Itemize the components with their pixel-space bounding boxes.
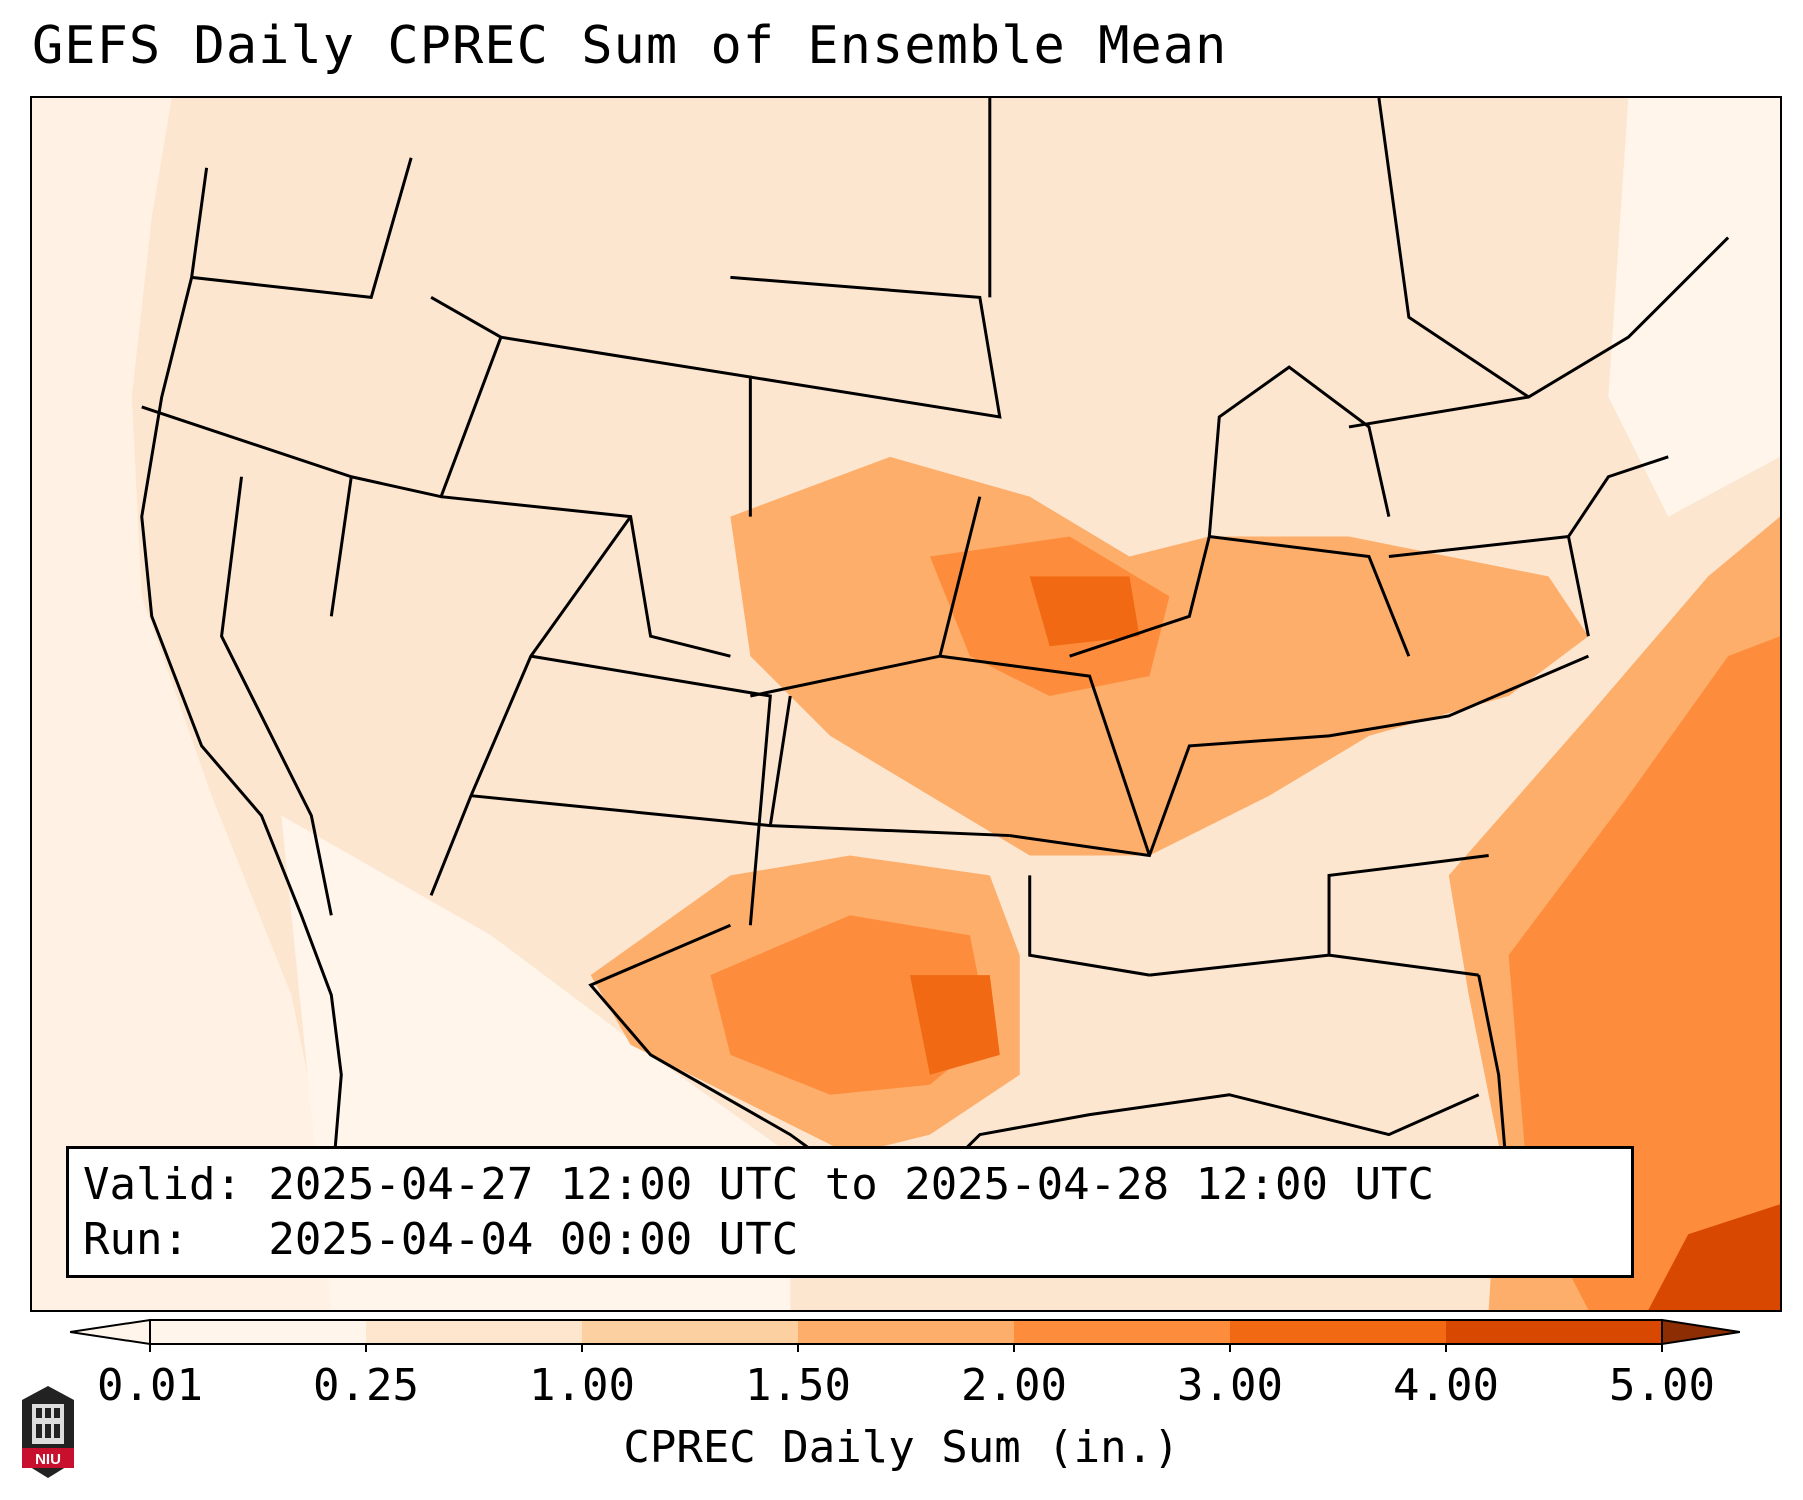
map-borders — [140, 98, 1730, 1216]
colorbar-bin-6 — [1446, 1320, 1662, 1344]
colorbar-bin-3 — [798, 1320, 1014, 1344]
colorbar-bin-1 — [366, 1320, 582, 1344]
colorbar-bin-0 — [150, 1320, 366, 1344]
caribbean-core-region — [1648, 1204, 1780, 1310]
iowa-core-region — [1029, 576, 1140, 647]
colorbar-label: CPREC Daily Sum (in.) — [623, 1422, 1180, 1473]
chart-title: GEFS Daily CPREC Sum of Ensemble Mean — [32, 16, 1228, 76]
colorbar-bin-2 — [582, 1320, 798, 1344]
pacific-ocean-region — [32, 98, 332, 1310]
tick-label-6: 4.00 — [1393, 1360, 1499, 1411]
map-svg — [32, 98, 1780, 1310]
svg-text:NIU: NIU — [35, 1451, 61, 1468]
precipitation-map — [30, 96, 1782, 1312]
colorbar-bin-5 — [1230, 1320, 1446, 1344]
tick-label-3: 1.50 — [745, 1360, 851, 1411]
niu-logo: NIU — [22, 1386, 74, 1478]
tick-label-0: 0.01 — [97, 1360, 203, 1411]
tick-label-2: 1.00 — [529, 1360, 635, 1411]
tick-label-5: 3.00 — [1177, 1360, 1283, 1411]
tick-label-1: 0.25 — [313, 1360, 419, 1411]
colorbar — [70, 1318, 1740, 1352]
validity-info-box: Valid: 2025-04-27 12:00 UTC to 2025-04-2… — [66, 1146, 1634, 1278]
texas-heavy-region — [710, 915, 990, 1095]
northeast-light-region — [1608, 98, 1780, 517]
colorbar-tick-labels: 0.01 0.25 1.00 1.50 2.00 3.00 4.00 5.00 — [0, 1360, 1803, 1416]
texas-core-region — [909, 975, 1000, 1075]
tick-label-4: 2.00 — [961, 1360, 1067, 1411]
niu-logo-band — [22, 1448, 74, 1468]
colorbar-bin-4 — [1014, 1320, 1230, 1344]
colorbar-min-extension — [70, 1318, 151, 1346]
colorbar-max-extension — [1661, 1318, 1740, 1346]
atlantic-heavy-region — [1508, 636, 1780, 1310]
tick-label-7: 5.00 — [1609, 1360, 1715, 1411]
valid-time-line: Valid: 2025-04-27 12:00 UTC to 2025-04-2… — [83, 1159, 1435, 1210]
run-time-line: Run: 2025-04-04 00:00 UTC — [83, 1214, 799, 1265]
